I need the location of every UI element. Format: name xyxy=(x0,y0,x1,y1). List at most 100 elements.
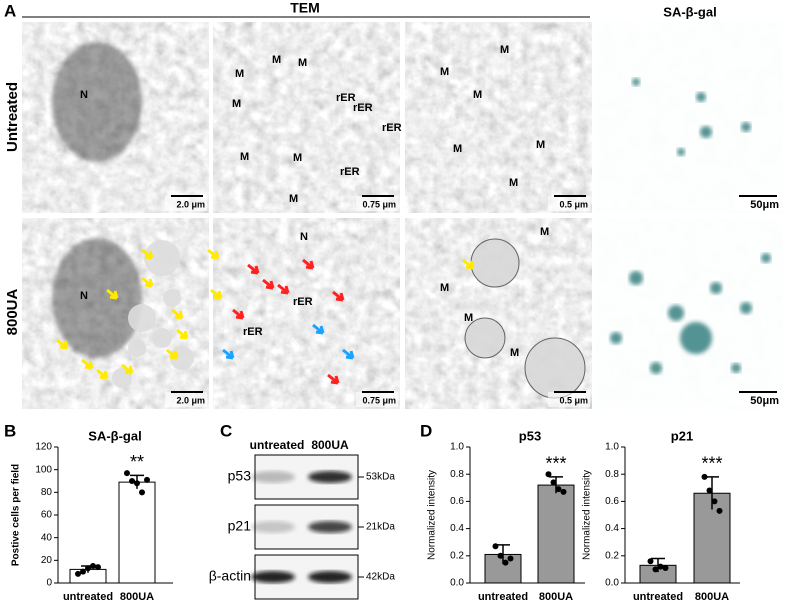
scale-bg xyxy=(165,196,207,211)
scale-bg xyxy=(735,392,781,407)
x-tick-label: untreated xyxy=(63,591,113,603)
image-label: M xyxy=(500,44,509,56)
y-axis-label: Normalized intensity xyxy=(427,470,438,560)
vacuole xyxy=(163,289,181,307)
image-label: rER xyxy=(340,166,360,178)
row-label: Untreated xyxy=(4,82,21,152)
data-point xyxy=(560,488,567,495)
image-label: M xyxy=(536,139,545,151)
scale-bg xyxy=(165,392,207,407)
band xyxy=(251,471,295,483)
x-tick-label: untreated xyxy=(478,591,528,603)
image-label: M xyxy=(298,57,307,69)
data-point xyxy=(716,507,723,514)
data-point xyxy=(90,563,96,569)
bar xyxy=(484,553,522,584)
tem-image xyxy=(405,22,592,213)
tem-image xyxy=(213,22,400,213)
scale-label: 0.75 μm xyxy=(362,395,396,405)
y-tick-label: 0.6 xyxy=(605,496,619,507)
stain-cell xyxy=(740,302,752,314)
data-point xyxy=(652,566,659,573)
image-label: N xyxy=(300,231,308,243)
y-tick-label: 40 xyxy=(41,532,53,543)
stain-cell xyxy=(610,332,622,344)
tem-image xyxy=(213,218,400,409)
image-label: M xyxy=(464,312,473,324)
scale-label: 2.0 μm xyxy=(176,395,205,405)
lane-label: untreated xyxy=(250,438,305,452)
scale-label: 50μm xyxy=(750,395,779,407)
protein-label: β-actin xyxy=(209,568,251,584)
data-point xyxy=(662,565,669,572)
stain-cell xyxy=(741,122,751,132)
vacuole xyxy=(152,328,172,348)
arrow xyxy=(262,278,275,290)
y-tick-label: 0.2 xyxy=(450,550,464,561)
image-label: rER xyxy=(336,92,356,104)
stain-cell xyxy=(677,148,685,156)
vacuole xyxy=(470,238,520,288)
stain-cell xyxy=(629,271,643,285)
image-label: N xyxy=(80,290,88,302)
band xyxy=(308,471,352,483)
image-label: rER xyxy=(382,122,402,134)
arrow xyxy=(247,263,260,275)
image-label: M xyxy=(540,226,549,238)
data-point xyxy=(95,564,101,571)
scale-label: 50μm xyxy=(750,199,779,211)
image-label: M xyxy=(240,151,249,163)
arrow xyxy=(176,328,189,340)
data-point xyxy=(647,558,654,565)
bar xyxy=(537,484,575,584)
data-point xyxy=(550,479,557,486)
panel-label: D xyxy=(420,421,432,440)
y-tick-label: 100 xyxy=(35,464,52,475)
vacuole xyxy=(128,304,156,332)
significance: ** xyxy=(130,452,144,472)
arrow xyxy=(462,258,475,270)
image-label: rER xyxy=(353,102,373,114)
significance: *** xyxy=(545,454,566,474)
arrow xyxy=(232,308,245,320)
vacuole xyxy=(128,339,146,357)
protein-label: p21 xyxy=(228,518,252,534)
data-point xyxy=(545,471,552,478)
data-point xyxy=(507,555,514,562)
band xyxy=(251,521,295,533)
chart-title: SA-β-gal xyxy=(88,428,141,443)
scale-bg xyxy=(548,196,590,211)
tem-title: TEM xyxy=(290,0,320,16)
size-label: 53kDa xyxy=(366,472,395,483)
data-point xyxy=(502,559,509,566)
image-label: M xyxy=(440,282,449,294)
nucleus xyxy=(52,238,142,358)
arrow xyxy=(141,276,154,288)
y-tick-label: 0.4 xyxy=(450,523,464,534)
data-point xyxy=(706,487,713,494)
y-tick-label: 0.2 xyxy=(605,550,619,561)
scale-label: 0.5 μm xyxy=(559,395,588,405)
scale-bg xyxy=(356,196,398,211)
y-tick-label: 120 xyxy=(35,442,52,453)
band xyxy=(308,521,352,533)
data-point xyxy=(711,498,718,505)
arrow xyxy=(332,290,345,302)
arrow xyxy=(312,323,325,335)
y-tick-label: 20 xyxy=(41,555,53,566)
stain-cell xyxy=(710,282,722,294)
data-point xyxy=(555,486,562,493)
data-point xyxy=(75,570,81,577)
stain-cell xyxy=(650,362,662,374)
vacuole xyxy=(464,317,506,359)
chart-title: p21 xyxy=(671,428,693,443)
image-label: M xyxy=(473,89,482,101)
image-label: M xyxy=(509,177,518,189)
panel-label: A xyxy=(4,1,16,20)
row-label: 800UA xyxy=(4,288,21,335)
image-label: M xyxy=(235,68,244,80)
y-tick-label: 0.8 xyxy=(450,469,464,480)
chart-title: p53 xyxy=(519,428,541,443)
stain-cell xyxy=(696,92,706,102)
